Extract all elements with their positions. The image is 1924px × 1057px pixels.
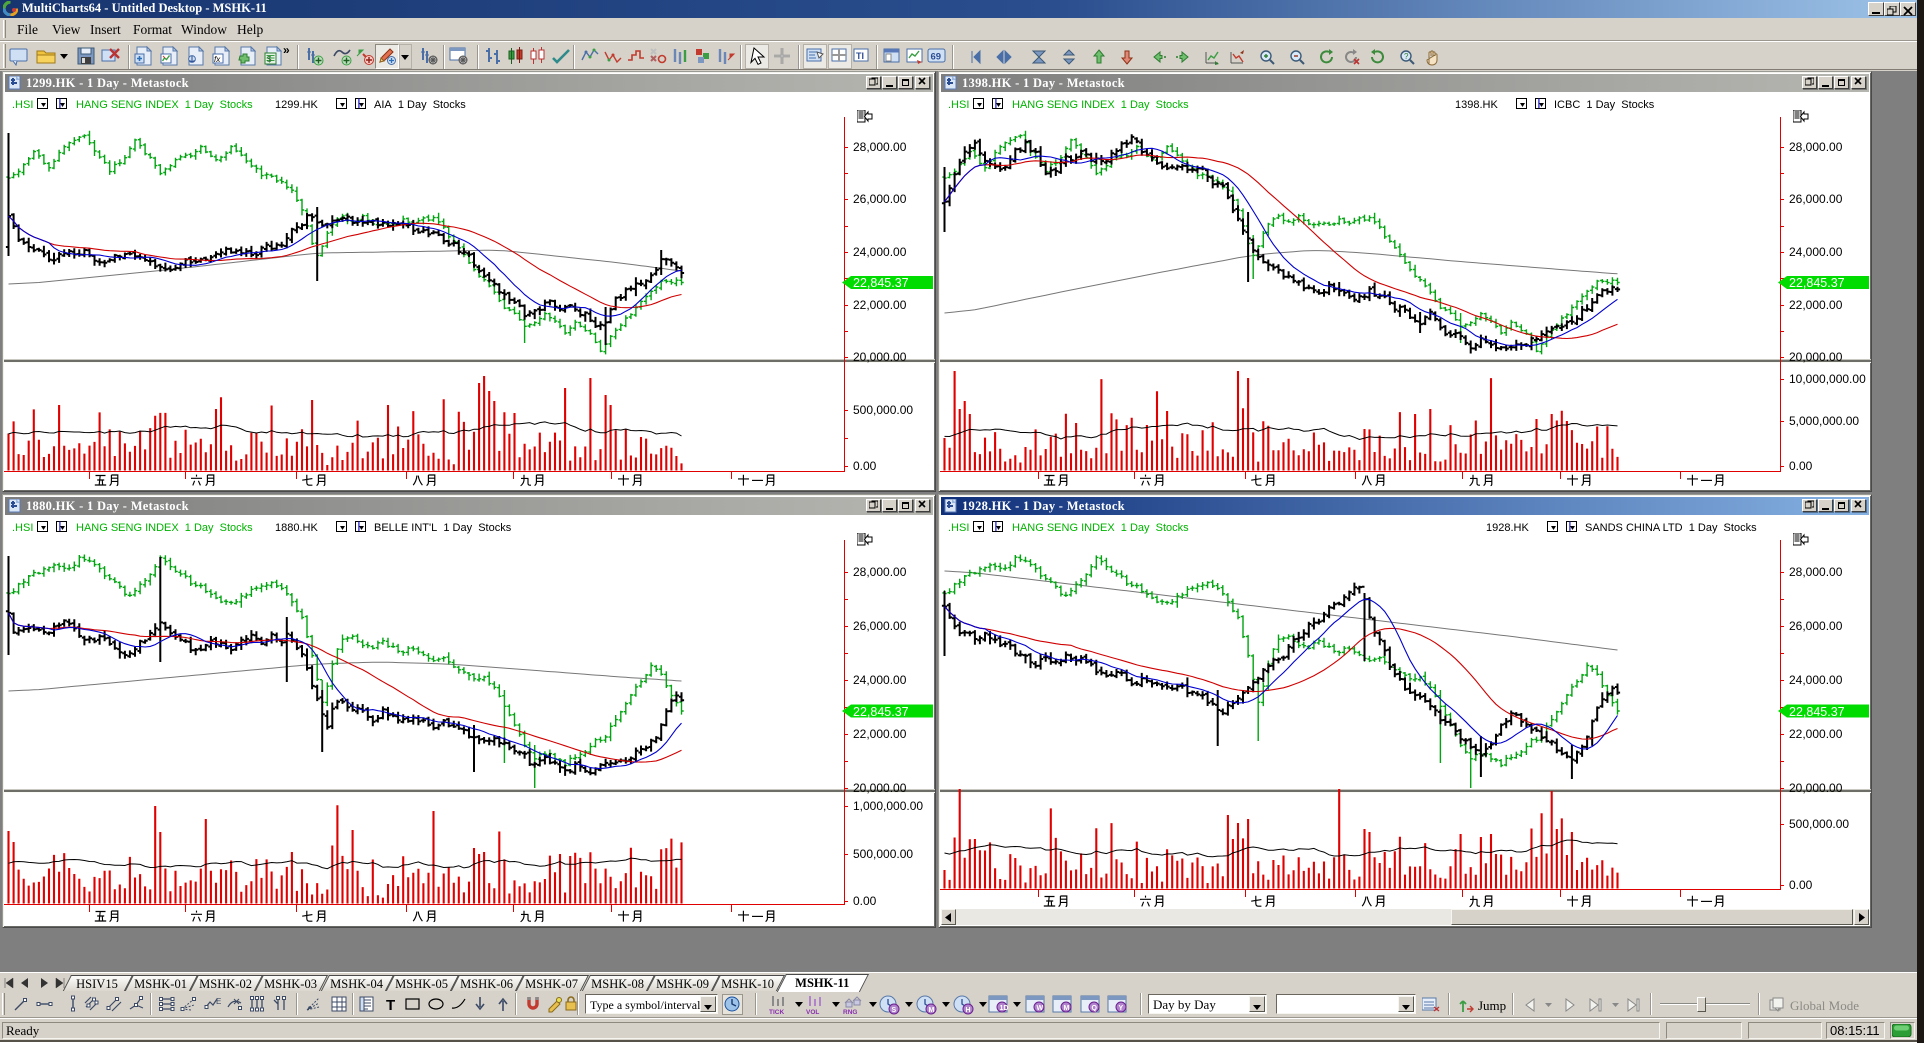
svg-text:$: $: [267, 55, 272, 64]
svg-text:1,000,000.00: 1,000,000.00: [853, 799, 923, 813]
svg-text:28,000.00: 28,000.00: [1789, 140, 1843, 154]
svg-text:22,845.37: 22,845.37: [1789, 276, 1845, 290]
svg-text:M: M: [1064, 1005, 1070, 1012]
svg-text:24,000.00: 24,000.00: [853, 673, 907, 687]
svg-text:22,000.00: 22,000.00: [1789, 298, 1843, 312]
svg-text:22,845.37: 22,845.37: [1789, 705, 1845, 719]
svg-text:500,000.00: 500,000.00: [853, 847, 913, 861]
svg-text:500,000.00: 500,000.00: [853, 403, 913, 417]
svg-text:28,000.00: 28,000.00: [853, 565, 907, 579]
svg-text:22,845.37: 22,845.37: [853, 276, 909, 290]
svg-text:0.00: 0.00: [1789, 459, 1813, 473]
svg-text:500,000.00: 500,000.00: [1789, 817, 1849, 831]
svg-text:22,000.00: 22,000.00: [1789, 727, 1843, 741]
svg-text:20,000.00: 20,000.00: [1789, 781, 1843, 795]
svg-text:20,000.00: 20,000.00: [853, 350, 907, 364]
svg-text:RNG: RNG: [843, 1009, 857, 1015]
svg-text:0.00: 0.00: [853, 894, 877, 908]
svg-text:20,000.00: 20,000.00: [1789, 350, 1843, 364]
svg-text:E: E: [216, 997, 221, 1006]
svg-text:22,000.00: 22,000.00: [853, 298, 907, 312]
svg-text:5,000,000.00: 5,000,000.00: [1789, 414, 1859, 428]
svg-text:TICK: TICK: [769, 1009, 784, 1015]
svg-text:28,000.00: 28,000.00: [1789, 565, 1843, 579]
svg-text:28,000.00: 28,000.00: [853, 140, 907, 154]
svg-text:TI: TI: [856, 51, 864, 61]
svg-text:H: H: [966, 1007, 971, 1014]
svg-text:24,000.00: 24,000.00: [853, 245, 907, 259]
svg-text:26,000.00: 26,000.00: [1789, 192, 1843, 206]
svg-text:24,000.00: 24,000.00: [1789, 673, 1843, 687]
svg-text:26,000.00: 26,000.00: [853, 619, 907, 633]
svg-text:22,845.37: 22,845.37: [853, 705, 909, 719]
svg-text:M: M: [929, 1007, 935, 1014]
svg-text:?: ?: [1404, 52, 1409, 61]
svg-text:20,000.00: 20,000.00: [853, 781, 907, 795]
svg-text:W: W: [1037, 1005, 1044, 1012]
svg-text:Q: Q: [1092, 1005, 1098, 1012]
svg-text:Y: Y: [1119, 1005, 1124, 1012]
svg-text:0.00: 0.00: [853, 459, 877, 473]
svg-text:T: T: [386, 997, 395, 1013]
svg-text:69: 69: [931, 52, 942, 63]
svg-text:VOL: VOL: [806, 1009, 819, 1015]
svg-text:24,000.00: 24,000.00: [1789, 245, 1843, 259]
svg-text:fx: fx: [214, 55, 221, 64]
svg-text:26,000.00: 26,000.00: [853, 192, 907, 206]
svg-text:0.00: 0.00: [1789, 878, 1813, 892]
svg-text:26,000.00: 26,000.00: [1789, 619, 1843, 633]
svg-text:S: S: [892, 1007, 897, 1014]
svg-text:1D: 1D: [1000, 1005, 1009, 1012]
svg-text:22,000.00: 22,000.00: [853, 727, 907, 741]
svg-text:10,000,000.00: 10,000,000.00: [1789, 372, 1866, 386]
